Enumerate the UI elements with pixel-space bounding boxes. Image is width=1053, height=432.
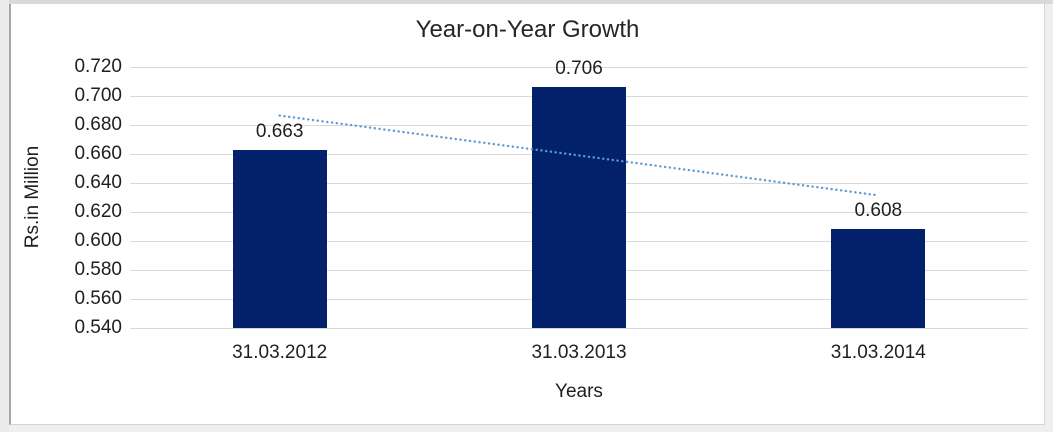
y-axis-tick-label: 0.620	[74, 201, 122, 222]
y-axis-tick-label: 0.680	[74, 114, 122, 135]
bar	[831, 229, 926, 328]
gridline	[130, 66, 1028, 68]
y-axis-tick-label: 0.700	[74, 85, 122, 106]
y-axis-tick-label: 0.600	[74, 230, 122, 251]
frame-top-strip	[0, 0, 1053, 4]
y-axis-tick-label: 0.720	[74, 56, 122, 77]
chart-title: Year-on-Year Growth	[415, 16, 640, 43]
y-axis-tick-label: 0.580	[74, 259, 122, 280]
bar-data-label: 0.706	[555, 58, 603, 80]
y-axis-tick-label: 0.660	[74, 143, 122, 164]
x-axis-tick-label: 31.03.2014	[830, 342, 926, 363]
y-axis-tick-label: 0.540	[74, 317, 122, 338]
x-axis-tick-label: 31.03.2013	[531, 342, 627, 363]
y-axis-tick-label: 0.640	[74, 172, 122, 193]
frame-left-strip	[0, 0, 9, 432]
chart-frame: Year-on-Year Growth Rs.in Million Years …	[9, 4, 1045, 425]
bar	[532, 87, 626, 328]
x-axis-tick-label: 31.03.2012	[232, 342, 328, 363]
x-axis-title: Years	[555, 381, 603, 402]
y-axis-tick-label: 0.560	[74, 288, 122, 309]
gridline	[130, 327, 1028, 329]
bar	[232, 149, 327, 328]
bar-data-label: 0.608	[854, 200, 903, 222]
bar-data-label: 0.663	[255, 120, 304, 142]
